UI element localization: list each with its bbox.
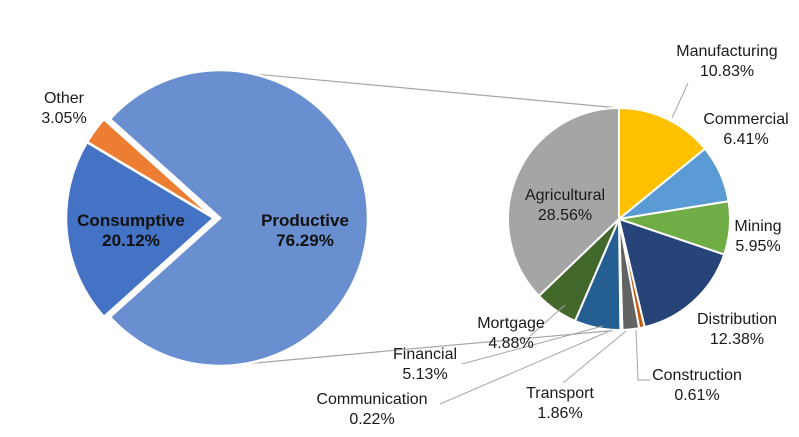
label-agricultural: Agricultural 28.56% [525, 187, 605, 224]
slice-distribution [617, 217, 726, 329]
label-construction: Construction 0.61% [652, 367, 742, 404]
label-mortgage: Mortgage 4.88% [477, 315, 545, 352]
label-communication: Communication 0.22% [316, 391, 427, 428]
label-distribution: Distribution 12.38% [697, 311, 777, 348]
label-mining: Mining 5.95% [734, 218, 781, 255]
data-labels: Productive 76.29% Consumptive 20.12% Other 3.… [41, 43, 788, 428]
leader-transport [562, 330, 627, 384]
label-manufacturing: Manufacturing 10.83% [676, 43, 777, 80]
connector-line-bottom [243, 329, 620, 365]
label-other: Other 3.05% [41, 90, 86, 127]
label-productive: Productive 76.29% [261, 211, 349, 250]
leader-construction [635, 329, 650, 381]
label-consumptive: Consumptive 20.12% [77, 211, 185, 250]
leader-communication [439, 329, 613, 405]
leader-manufacturing [671, 82, 689, 119]
connector-line-top [243, 72, 620, 109]
leader-financial [461, 325, 604, 365]
main-pie [64, 68, 370, 368]
detail-pie [507, 106, 731, 332]
leader-lines [439, 82, 689, 405]
slice-agricultural [507, 106, 620, 298]
slice-other [85, 117, 215, 220]
slice-productive [108, 68, 370, 368]
leader-mortgage [529, 304, 566, 337]
connector-lines [243, 72, 620, 365]
slice-consumptive [64, 140, 217, 319]
label-transport: Transport 1.86% [526, 385, 594, 422]
label-commercial: Commercial 6.41% [703, 111, 788, 148]
label-financial: Financial 5.13% [393, 346, 457, 383]
slice-manufacturing [618, 106, 707, 222]
